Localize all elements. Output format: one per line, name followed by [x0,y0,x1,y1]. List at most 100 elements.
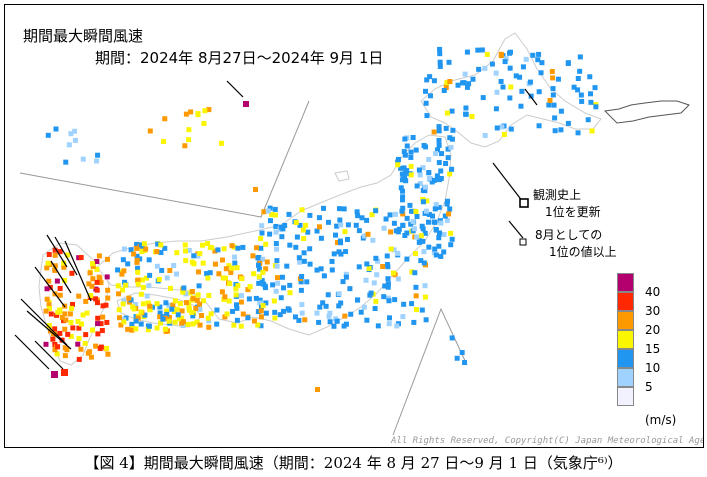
station-marker [205,315,211,321]
station-marker [221,246,227,252]
station-marker [316,215,322,221]
station-marker [535,57,541,63]
station-marker [190,321,196,327]
station-marker [449,335,455,341]
station-marker [188,109,194,115]
station-marker [436,230,442,236]
station-marker [95,331,101,337]
station-marker [422,230,428,236]
station-marker [353,222,359,228]
station-marker [433,227,439,233]
station-marker [447,79,453,84]
station-marker [138,242,144,248]
station-marker [385,276,391,282]
station-marker [565,120,571,126]
station-marker [259,230,265,236]
station-marker [447,206,453,212]
station-marker [277,312,283,318]
station-marker [507,65,513,71]
station-marker [409,208,415,214]
station-marker [286,307,292,313]
station-marker [431,219,437,225]
station-marker [466,81,472,87]
station-marker [392,297,398,303]
station-marker [287,242,293,248]
station-marker [436,124,442,130]
station-marker [155,241,161,247]
station-marker [387,212,393,218]
station-marker [131,251,137,257]
station-marker [255,322,261,328]
station-marker [449,108,455,114]
scale-label-30: 30 [645,304,661,318]
station-marker [520,64,526,70]
station-marker [303,222,309,228]
station-marker [383,216,389,222]
station-marker [142,312,148,318]
station-marker [144,293,150,299]
station-marker [293,244,299,250]
station-marker [424,113,430,119]
station-marker [104,256,110,262]
station-marker [393,228,399,234]
station-marker [46,278,52,284]
station-marker [44,296,50,302]
station-marker [421,142,427,148]
station-marker [202,108,208,114]
station-marker [464,49,470,55]
station-marker [437,59,443,65]
station-marker [401,165,407,171]
station-marker [94,266,100,272]
station-marker [391,247,397,253]
station-marker [265,208,271,214]
station-marker [52,252,58,258]
station-marker [215,247,221,253]
station-marker [78,321,84,327]
station-marker [140,284,146,290]
station-marker [205,241,211,247]
station-marker [373,298,379,304]
station-marker [436,204,442,210]
station-marker [432,246,438,252]
station-marker [55,309,61,315]
station-marker [396,226,402,232]
station-marker [443,84,449,90]
station-marker [69,270,75,276]
station-marker [245,315,251,321]
station-marker [369,212,375,218]
station-marker [105,295,111,301]
station-marker [420,165,426,171]
station-marker [94,287,100,293]
station-marker [53,126,59,132]
station-marker [301,236,307,242]
honshu-outline [96,134,452,336]
station-marker [154,301,160,307]
station-marker [366,265,372,271]
station-marker [197,306,203,312]
station-marker [57,285,63,291]
station-marker [297,259,303,265]
station-marker [256,266,262,272]
station-marker [94,300,100,306]
station-marker [448,230,454,236]
station-marker [513,73,519,79]
scale-cell-40 [617,273,634,292]
station-marker [413,307,419,313]
station-marker [160,314,166,320]
station-marker [416,235,422,241]
station-marker [395,156,401,162]
station-marker [125,326,131,332]
station-marker [48,311,54,317]
station-marker [149,304,155,310]
station-marker [317,304,323,310]
note-record-line2: 1位を更新 [545,205,601,219]
station-marker [410,219,416,225]
station-marker [494,125,500,131]
station-marker [284,263,290,269]
station-marker [275,280,281,286]
station-marker [395,159,401,165]
station-marker [340,279,346,285]
station-marker [59,314,65,320]
station-marker [94,158,100,164]
station-marker [43,341,49,347]
